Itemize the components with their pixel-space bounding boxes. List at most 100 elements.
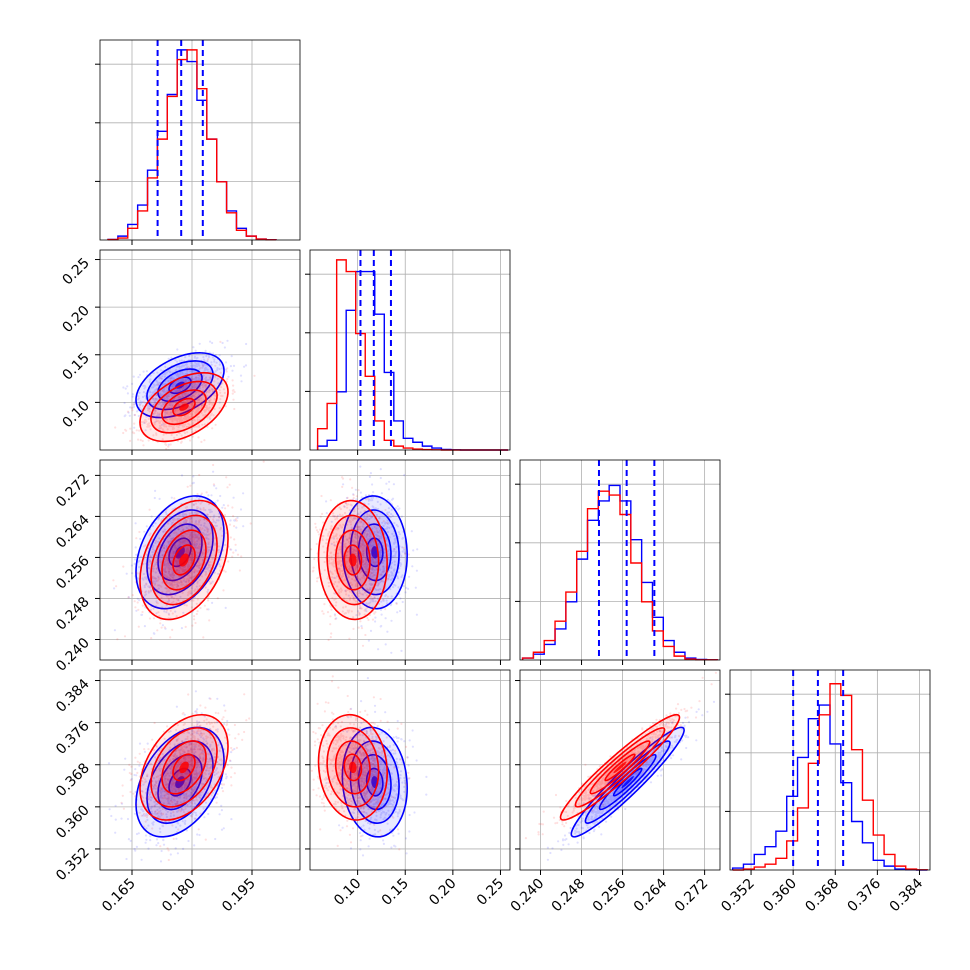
sample-point <box>216 697 219 700</box>
sample-point <box>355 564 358 568</box>
sample-point <box>371 600 374 603</box>
sample-point <box>143 625 146 628</box>
sample-point <box>188 552 191 555</box>
sample-point <box>373 587 377 590</box>
sample-point <box>173 743 176 746</box>
sample-point <box>125 857 128 861</box>
sample-point <box>366 533 369 536</box>
sample-point <box>185 533 188 536</box>
sample-point <box>318 528 322 531</box>
sample-point <box>192 364 195 367</box>
sample-point <box>192 419 195 422</box>
sample-point <box>204 409 207 412</box>
sample-point <box>153 812 156 815</box>
sample-point <box>372 506 375 509</box>
sample-point <box>210 413 213 416</box>
sample-point <box>366 569 369 572</box>
sample-point <box>196 556 199 559</box>
sample-point <box>163 568 166 571</box>
sample-point <box>372 557 375 561</box>
sample-point <box>169 370 172 373</box>
sample-point <box>177 796 180 799</box>
sample-point <box>166 601 169 604</box>
sample-point <box>169 539 172 543</box>
sample-point <box>172 576 175 579</box>
sample-point <box>180 581 183 584</box>
sample-point <box>330 542 333 546</box>
sample-point <box>377 531 380 534</box>
sample-point <box>193 511 197 514</box>
sample-point <box>378 510 381 513</box>
sample-point <box>175 390 178 393</box>
sample-point <box>156 412 159 415</box>
sample-point <box>176 584 179 588</box>
sample-point <box>384 521 387 524</box>
sample-point <box>187 413 190 416</box>
sample-point <box>191 540 194 543</box>
sample-point <box>352 597 355 601</box>
sample-point <box>388 514 391 517</box>
sample-point <box>194 395 197 398</box>
sample-point <box>175 548 178 551</box>
sample-point <box>190 364 193 367</box>
sample-point <box>156 381 159 384</box>
sample-point <box>348 509 351 512</box>
sample-point <box>369 531 372 535</box>
sample-point <box>209 378 212 381</box>
sample-point <box>165 545 168 548</box>
sample-point <box>131 382 134 385</box>
sample-point <box>357 562 360 565</box>
sample-point <box>199 366 202 370</box>
sample-point <box>169 555 172 558</box>
sample-point <box>325 511 328 515</box>
sample-point <box>345 554 349 557</box>
sample-point <box>182 381 186 384</box>
sample-point <box>203 518 206 521</box>
sample-point <box>163 576 166 579</box>
sample-point <box>358 589 361 593</box>
sample-point <box>166 428 169 431</box>
sample-point <box>158 412 161 415</box>
sample-point <box>368 542 371 545</box>
sample-point <box>353 569 357 572</box>
sample-point <box>179 530 183 533</box>
sample-point <box>185 770 188 774</box>
sample-point <box>374 548 378 551</box>
sample-point <box>368 579 371 582</box>
sample-point <box>344 517 347 520</box>
sample-point <box>182 537 185 540</box>
sample-point <box>158 815 161 819</box>
sample-point <box>178 418 182 421</box>
sample-point <box>386 595 389 598</box>
sample-point <box>327 581 330 584</box>
sample-point <box>169 730 172 733</box>
sample-point <box>143 597 146 601</box>
sample-point <box>134 522 137 525</box>
sample-point <box>173 383 176 386</box>
sample-point <box>365 497 368 500</box>
sample-point <box>133 422 136 425</box>
sample-point <box>183 415 187 418</box>
sample-point <box>151 405 154 408</box>
sample-point <box>170 521 173 524</box>
sample-point <box>220 550 223 553</box>
sample-point <box>191 482 194 485</box>
sample-point <box>390 561 393 564</box>
sample-point <box>185 539 189 542</box>
sample-point <box>366 616 369 620</box>
sample-point <box>334 535 337 538</box>
sample-point <box>402 546 405 550</box>
sample-point <box>355 537 358 540</box>
sample-point <box>358 604 361 607</box>
sample-point <box>176 564 179 567</box>
sample-point <box>160 596 163 600</box>
sample-point <box>375 534 378 537</box>
sample-point <box>172 383 175 386</box>
sample-point <box>213 756 216 759</box>
sample-point <box>362 544 365 547</box>
sample-point <box>325 528 328 531</box>
sample-point <box>343 544 346 547</box>
sample-point <box>219 391 222 394</box>
sample-point <box>190 516 193 520</box>
sample-point <box>384 594 387 598</box>
